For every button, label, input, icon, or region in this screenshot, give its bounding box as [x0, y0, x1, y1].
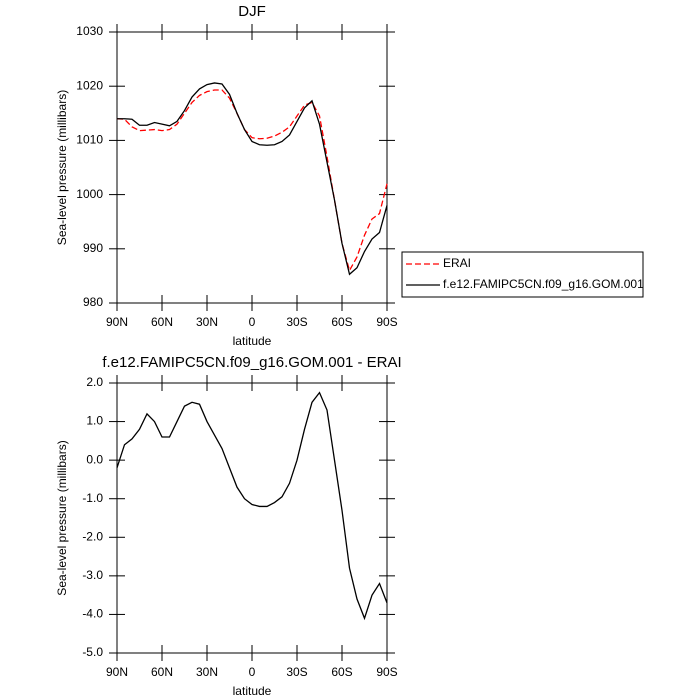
x-tick-label: 90N [106, 315, 128, 329]
x-tick-label: 90S [376, 665, 397, 679]
data-line [117, 82, 388, 276]
y-tick-label: 980 [83, 295, 103, 309]
y-tick-label: 1030 [76, 24, 103, 38]
legend-box [401, 251, 644, 298]
x-tick-label: 30S [286, 315, 307, 329]
y-tick-label: 1.0 [86, 414, 103, 428]
x-tick-label: 60S [331, 315, 352, 329]
x-tick-label: 30N [196, 315, 218, 329]
plot-frame [116, 382, 388, 654]
data-line [116, 391, 388, 621]
y-tick-label: 2.0 [86, 375, 103, 389]
y-tick-label: 1010 [76, 133, 103, 147]
y-tick-label: -1.0 [82, 491, 103, 505]
x-tick-label: 60S [331, 665, 352, 679]
y-tick-label: 990 [83, 241, 103, 255]
y-tick-label: -2.0 [82, 529, 103, 543]
chart-title: DJF [238, 3, 266, 20]
x-tick-label: 0 [249, 315, 256, 329]
x-tick-label: 0 [249, 665, 256, 679]
data-line [116, 89, 388, 273]
y-axis-title: Sea-level pressure (millibars) [55, 440, 69, 595]
x-tick-label: 60N [151, 665, 173, 679]
legend-label: f.e12.FAMIPC5CN.f09_g16.GOM.001 [443, 277, 644, 291]
x-tick-label: 30S [286, 665, 307, 679]
x-tick-label: 60N [151, 315, 173, 329]
x-tick-label: 90N [106, 665, 128, 679]
x-tick-label: 90S [376, 315, 397, 329]
x-axis-title: latitude [233, 334, 272, 348]
y-tick-label: 0.0 [86, 452, 103, 466]
y-tick-label: -3.0 [82, 568, 103, 582]
x-axis-title: latitude [233, 684, 272, 698]
y-tick-label: 1000 [76, 187, 103, 201]
chart-title: f.e12.FAMIPC5CN.f09_g16.GOM.001 - ERAI [102, 354, 401, 371]
x-tick-label: 30N [196, 665, 218, 679]
y-tick-label: -5.0 [82, 645, 103, 659]
y-tick-label: -4.0 [82, 607, 103, 621]
plot-frame [116, 31, 388, 304]
y-axis-title: Sea-level pressure (millibars) [55, 90, 69, 245]
legend-label: ERAI [443, 256, 471, 270]
y-tick-label: 1020 [76, 78, 103, 92]
